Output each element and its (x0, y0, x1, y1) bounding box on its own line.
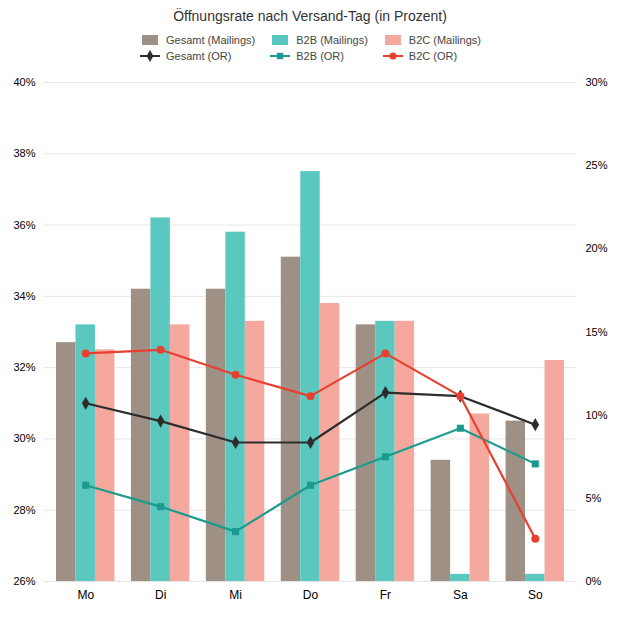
svg-text:26%: 26% (13, 575, 35, 587)
svg-text:0%: 0% (586, 575, 602, 587)
svg-text:30%: 30% (13, 432, 35, 444)
svg-text:25%: 25% (586, 159, 608, 171)
svg-text:10%: 10% (586, 409, 608, 421)
svg-text:40%: 40% (13, 76, 35, 88)
svg-text:Mo: Mo (77, 588, 94, 602)
html-text:B2C (Mailings): B2C (Mailings) (408, 34, 481, 46)
html-text:Öffnungsrate nach Versand-Tag: Öffnungsrate nach Versand-Tag (in Prozen… (173, 8, 447, 24)
svg-text:28%: 28% (13, 504, 35, 516)
svg-text:5%: 5% (586, 492, 602, 504)
svg-text:Sa: Sa (453, 588, 468, 602)
html-text:B2B (OR): B2B (OR) (296, 50, 344, 62)
svg-text:Mi: Mi (229, 588, 242, 602)
svg-text:32%: 32% (13, 361, 35, 373)
html-text:Gesamt (OR): Gesamt (OR) (166, 50, 232, 62)
html-text:B2C (OR): B2C (OR) (408, 50, 458, 62)
html-text:Gesamt (Mailings): Gesamt (Mailings) (166, 34, 256, 46)
svg-text:So: So (528, 588, 543, 602)
svg-text:38%: 38% (13, 147, 35, 159)
svg-text:Do: Do (303, 588, 319, 602)
html-text:B2B (Mailings): B2B (Mailings) (296, 34, 368, 46)
svg-text:Di: Di (155, 588, 166, 602)
svg-text:34%: 34% (13, 290, 35, 302)
svg-text:15%: 15% (586, 326, 608, 338)
svg-text:Fr: Fr (380, 588, 391, 602)
svg-text:20%: 20% (586, 242, 608, 254)
svg-text:36%: 36% (13, 219, 35, 231)
svg-text:30%: 30% (586, 76, 608, 88)
